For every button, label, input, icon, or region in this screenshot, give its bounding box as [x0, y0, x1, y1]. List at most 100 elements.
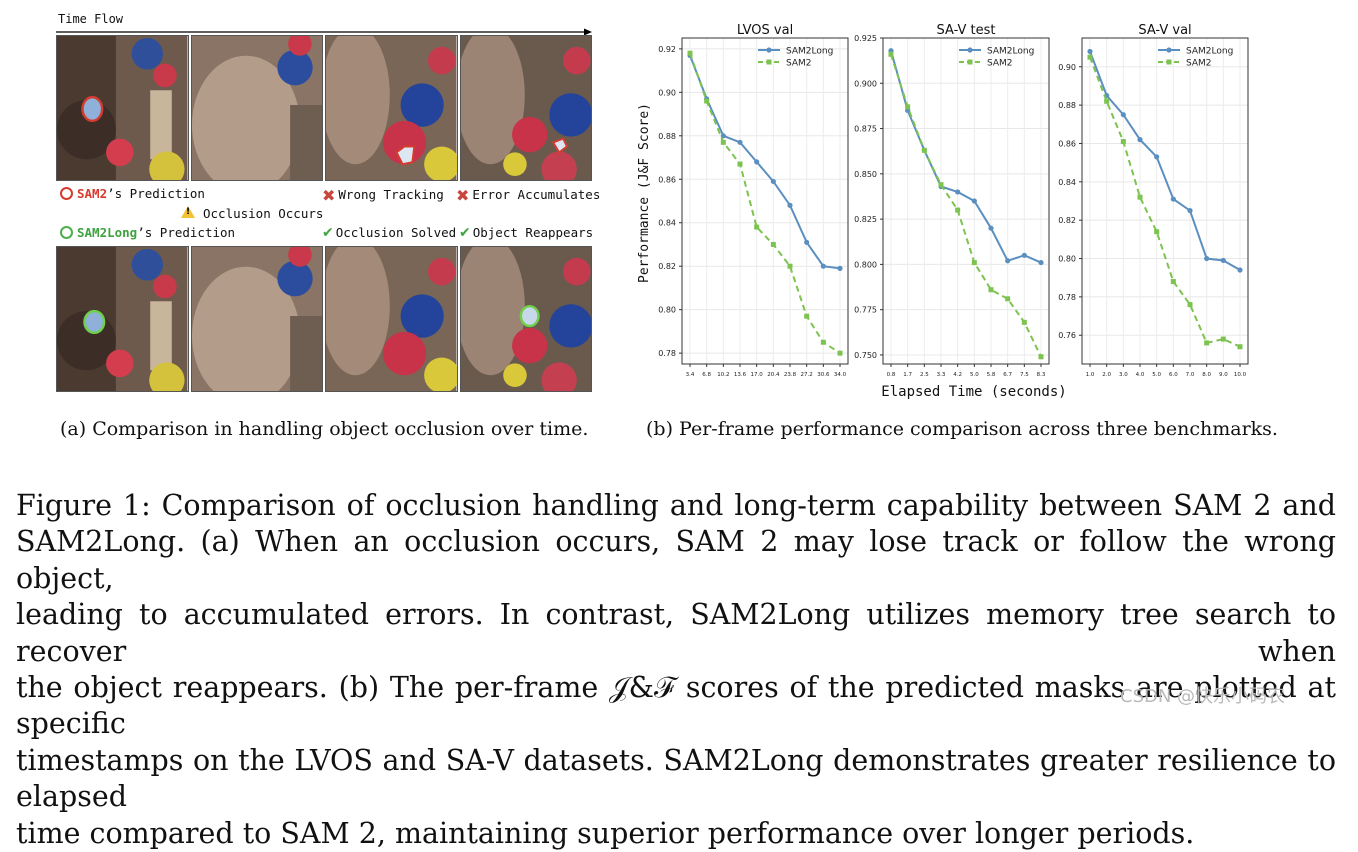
panel-a-caption: (a) Comparison in handling object occlus…: [60, 418, 589, 440]
samlong-frame-3: [325, 246, 458, 392]
legend-label: SAM2: [1186, 59, 1212, 69]
y-tick-label: 0.82: [658, 262, 676, 271]
data-point-sam2: [971, 260, 977, 266]
x-tick-label: 8.3: [1037, 372, 1046, 378]
data-point-sam2: [804, 313, 810, 319]
legend-marker: [1166, 47, 1172, 53]
data-point-sam2long: [955, 189, 961, 195]
x-tick-label: 10.0: [1234, 372, 1247, 378]
samlong-frame-2: [190, 246, 323, 392]
data-point-sam2: [687, 50, 693, 56]
red-circle-icon: [60, 187, 73, 200]
x-tick-label: 8.0: [1202, 372, 1211, 378]
data-point-sam2: [1021, 319, 1027, 325]
data-point-sam2long: [787, 202, 793, 208]
chart-sa-v-val: SA-V val 0.76 0.78 0.80 0.82 0.84 0.86 0.88 0.90…: [1058, 23, 1249, 378]
checkmark-icon: ✔: [459, 225, 471, 241]
data-point-sam2: [1220, 336, 1226, 342]
samlong-name: SAM2Long: [77, 225, 138, 240]
data-point-sam2: [938, 182, 944, 188]
x-tick-label: 1.0: [1086, 372, 1095, 378]
samlong-prediction-legend: SAM2Long’s Prediction: [60, 225, 235, 240]
y-tick-label: 0.78: [658, 349, 676, 358]
data-point-sam2: [737, 161, 743, 167]
data-point-sam2long: [1005, 258, 1011, 264]
series-line-sam2long: [689, 55, 841, 270]
samlong-suffix: ’s Prediction: [137, 225, 236, 240]
data-point-sam2: [1237, 344, 1243, 350]
data-point-sam2long: [1087, 48, 1093, 55]
legend-label: SAM2: [987, 59, 1013, 69]
panel-a: Time Flow: [0, 0, 620, 400]
data-point-sam2: [1170, 279, 1176, 285]
x-tick-label: 1.7: [903, 372, 912, 378]
data-point-sam2: [837, 350, 843, 356]
data-point-sam2long: [1021, 252, 1027, 258]
y-tick-label: 0.76: [1058, 331, 1076, 340]
panel-b-caption: (b) Per-frame performance comparison acr…: [646, 418, 1278, 440]
samlong-frames-row: [56, 246, 592, 392]
legend-label: SAM2: [786, 59, 812, 69]
data-point-sam2: [1104, 98, 1110, 104]
x-tick-label: 2.5: [920, 372, 929, 378]
occlusion-solved-label: Occlusion Solved: [335, 225, 457, 240]
data-point-sam2: [955, 207, 961, 213]
watermark: CSDN @快乐小码农: [1120, 686, 1286, 707]
occlusion-occurs-label: Occlusion Occurs: [203, 206, 324, 221]
y-tick-label: 0.80: [1058, 255, 1076, 264]
y-tick-label: 0.92: [658, 45, 676, 54]
y-tick-label: 0.84: [1058, 178, 1076, 187]
samlong-frame-4: [459, 246, 592, 392]
figure-caption: Figure 1: Comparison of occlusion handli…: [16, 488, 1336, 852]
data-point-sam2long: [820, 263, 826, 269]
sam2-frame-1: [56, 35, 189, 181]
x-tick-label: 6.0: [1169, 372, 1178, 378]
y-tick-label: 0.875: [854, 125, 877, 134]
data-point-sam2: [1120, 139, 1126, 145]
plot-frame: [1081, 37, 1249, 365]
warning-icon: [181, 206, 195, 218]
x-tick-label: 7.0: [1186, 372, 1195, 378]
y-axis-label: Performance (J&F Score): [637, 103, 652, 283]
data-point-sam2: [1038, 354, 1044, 360]
data-point-sam2long: [971, 198, 977, 204]
caption-line: time compared to SAM 2, maintaining supe…: [16, 816, 1195, 850]
x-axis-label: Elapsed Time (seconds): [881, 384, 1066, 400]
caption-line: timestamps on the LVOS and SA-V datasets…: [16, 743, 1336, 814]
y-tick-label: 0.82: [1058, 216, 1076, 225]
y-tick-label: 0.86: [1058, 139, 1076, 148]
plot-frame: [882, 37, 1050, 365]
series-line-sam2: [1089, 56, 1241, 348]
chart-title: LVOS val: [737, 23, 793, 38]
x-tick-label: 13.6: [734, 372, 747, 378]
legend-marker: [967, 59, 973, 65]
data-point-sam2long: [1237, 267, 1243, 273]
caption-line: SAM2Long. (a) When an occlusion occurs, …: [16, 525, 1336, 595]
x-tick-label: 5.0: [970, 372, 979, 378]
data-point-sam2: [820, 339, 826, 345]
legend-marker: [1166, 59, 1172, 65]
y-tick-label: 0.750: [854, 351, 877, 360]
chart-group: LVOS val 0.78 0.80 0.82 0.84 0.86 0.88 0.90 0.92…: [658, 23, 1249, 378]
series-line-sam2: [890, 53, 1042, 358]
x-tick-label: 4.2: [953, 372, 962, 378]
legend-label: SAM2Long: [786, 47, 833, 57]
x-tick-label: 10.2: [717, 372, 729, 378]
x-tick-label: 6.8: [702, 372, 711, 378]
x-tick-label: 17.0: [751, 372, 764, 378]
x-tick-label: 0.8: [887, 372, 896, 378]
data-point-sam2long: [804, 239, 810, 245]
occlusion-occurs-legend: Occlusion Occurs: [181, 206, 323, 221]
series-line-sam2long: [1089, 51, 1241, 271]
y-tick-label: 0.925: [854, 34, 877, 43]
data-point-sam2long: [720, 133, 726, 139]
chart-title: SA-V val: [1138, 23, 1191, 38]
data-point-sam2long: [1137, 137, 1143, 143]
y-tick-label: 0.90: [658, 88, 676, 97]
y-tick-label: 0.850: [854, 170, 877, 179]
data-point-sam2long: [754, 159, 760, 165]
sam2-name: SAM2: [77, 186, 108, 201]
x-tick-label: 30.6: [817, 372, 830, 378]
data-point-sam2: [720, 139, 726, 145]
x-tick-label: 2.0: [1102, 372, 1111, 378]
